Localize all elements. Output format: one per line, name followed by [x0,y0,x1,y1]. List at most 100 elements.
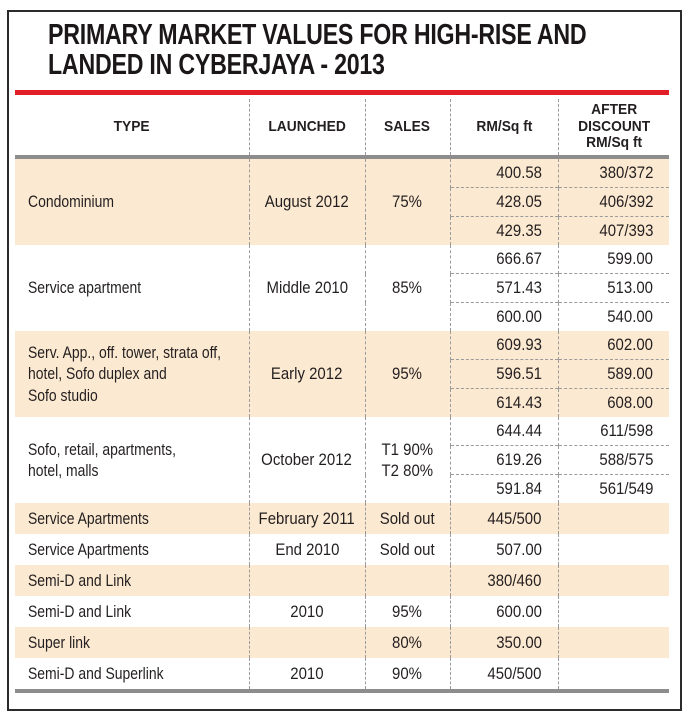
type-cell-text: Semi-D and Superlink [28,663,164,683]
launched-cell-text: February 2011 [258,508,356,528]
type-cell-text: Sofo, retail, apartments, hotel, malls [28,439,176,480]
discount-cell [557,627,669,658]
column-header-rm: RM/Sq ft [449,99,558,159]
page-title-line2: LANDED IN CYBERJAYA - 2013 [48,50,680,80]
discount-cell-text: 608.00 [607,393,653,413]
discount-cell: 513.00 [557,273,669,303]
table-row: Service Apartments End 2010 Sold out 507.00 [15,534,669,565]
table-row: 596.51 589.00 [15,359,669,389]
discount-cell [557,565,669,596]
sales-cell: 85% [364,245,450,331]
discount-cell-text: 407/393 [598,221,653,241]
sales-cell [364,565,450,596]
discount-cell [557,534,669,565]
sales-cell-text: 95% [392,601,423,621]
discount-cell [557,596,669,627]
type-cell: Service Apartments [15,503,249,534]
launched-cell-text: End 2010 [274,539,340,559]
table-row: 619.26 588/575 [15,445,669,475]
type-cell: Service Apartments [15,534,249,565]
rm-cell-text: 450/500 [487,663,542,683]
type-cell: Condominium [15,157,249,245]
discount-cell [557,658,669,693]
launched-cell-text: Middle 2010 [266,278,348,298]
launched-cell: End 2010 [248,534,365,565]
page-title-line1-text: PRIMARY MARKET VALUES FOR HIGH-RISE AND [48,19,587,51]
rm-cell: 614.43 [449,388,558,417]
rm-cell: 666.67 [449,245,558,274]
type-cell-text: Service Apartments [28,508,149,528]
launched-cell: October 2012 [248,417,365,503]
rm-cell-text: 619.26 [495,450,542,470]
column-header-label: TYPE [113,118,150,135]
rm-cell-text: 571.43 [495,278,542,298]
launched-cell-text: August 2012 [264,192,350,212]
column-header-label: SALES [384,118,431,135]
type-cell: Sofo, retail, apartments, hotel, malls [15,417,249,503]
sales-cell: 95% [364,596,450,627]
rm-cell: 596.51 [449,359,558,389]
column-header-label: LAUNCHED [268,118,346,135]
sales-cell: Sold out [364,503,450,534]
discount-cell-text: 540.00 [607,307,653,327]
rm-cell-text: 429.35 [495,221,542,241]
column-header-disc: AFTER DISCOUNT RM/Sq ft [557,99,669,159]
table-body: Condominium August 2012 75% 400.58 380/372 42… [15,157,669,693]
rm-cell-text: 380/460 [487,570,542,590]
rm-cell-text: 644.44 [495,421,542,441]
rm-cell: 600.00 [449,302,558,331]
table-row: Serv. App., off. tower, strata off, hote… [15,331,669,417]
discount-cell-text: 588/575 [598,450,653,470]
column-header-type: TYPE [15,99,249,159]
sales-cell-text: T1 90% T2 80% [381,439,434,480]
type-cell: Serv. App., off. tower, strata off, hote… [15,331,249,417]
table-row: 591.84 561/549 [15,474,669,503]
table-row: Service Apartments February 2011 Sold out 4… [15,503,669,534]
sales-cell-text: 75% [392,192,423,212]
rm-cell: 619.26 [449,445,558,475]
discount-cell: 561/549 [557,474,669,503]
sales-cell: 75% [364,157,450,245]
sales-cell: 80% [364,627,450,658]
rm-cell: 429.35 [449,216,558,245]
rm-cell: 609.93 [449,331,558,360]
launched-cell: 2010 [248,658,365,693]
market-values-table: TYPE LAUNCHED SALES RM/Sq ft AFTER DISCOUNT … [15,99,669,693]
clipping-frame: PRIMARY MARKET VALUES FOR HIGH-RISE AND … [7,10,682,711]
type-cell-text: Service Apartments [28,539,149,559]
discount-cell: 588/575 [557,445,669,475]
rm-cell-text: 428.05 [495,192,542,212]
rm-cell-text: 445/500 [487,508,542,528]
sales-cell-text: Sold out [380,508,435,528]
type-cell-text: Serv. App., off. tower, strata off, hote… [28,343,221,405]
rm-cell-text: 596.51 [495,364,542,384]
discount-cell-text: 602.00 [607,335,653,355]
sales-cell-text: 80% [392,632,423,652]
rm-cell: 644.44 [449,417,558,446]
column-header-label: AFTER DISCOUNT RM/Sq ft [577,100,650,152]
discount-cell-text: 513.00 [607,278,653,298]
rm-cell: 380/460 [449,565,558,596]
rm-cell: 350.00 [449,627,558,658]
rm-cell: 571.43 [449,273,558,303]
launched-cell: August 2012 [248,157,365,245]
page-title-line1: PRIMARY MARKET VALUES FOR HIGH-RISE AND [48,20,680,50]
sales-cell: 90% [364,658,450,693]
sales-cell-text: 90% [392,663,423,683]
discount-cell: 611/598 [557,417,669,446]
type-cell-text: Semi-D and Link [28,601,132,621]
launched-cell-text: Early 2012 [271,364,343,384]
header-row: TYPE LAUNCHED SALES RM/Sq ft AFTER DISCOUNT … [15,99,669,159]
type-cell: Semi-D and Superlink [15,658,249,693]
launched-cell: Early 2012 [248,331,365,417]
table-row: 600.00 540.00 [15,302,669,331]
table-row: Semi-D and Link 380/460 [15,565,669,596]
page-title-line2-text: LANDED IN CYBERJAYA - 2013 [48,49,385,81]
rm-cell-text: 591.84 [495,479,542,499]
column-header-sales: SALES [364,99,450,159]
discount-cell: 406/392 [557,187,669,217]
type-cell-text: Condominium [28,192,115,212]
table-row: 428.05 406/392 [15,187,669,217]
launched-cell-text: 2010 [290,601,324,621]
table-row: Super link 80% 350.00 [15,627,669,658]
